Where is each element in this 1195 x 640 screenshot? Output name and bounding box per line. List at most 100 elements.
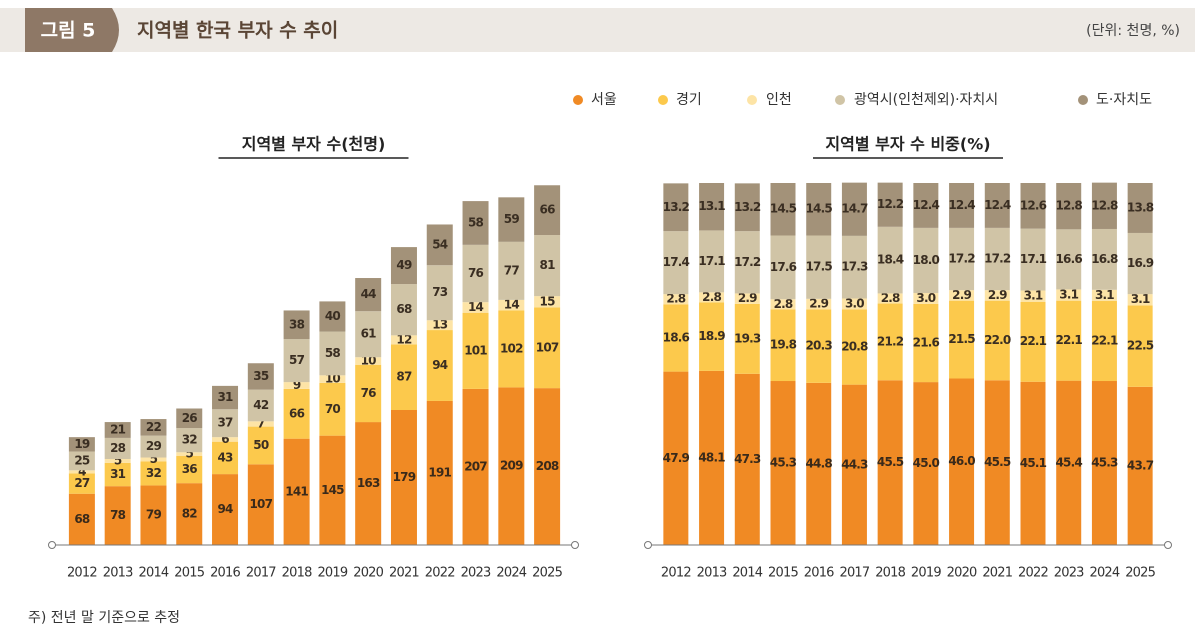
x-tick-label: 2017: [839, 566, 869, 581]
bar-segment: [913, 303, 939, 383]
header-bar: [0, 8, 1195, 52]
data-label: 43.7: [1127, 458, 1154, 472]
data-label: 2.8: [774, 297, 793, 311]
bar-segment: [426, 400, 453, 545]
x-tick-label: 2014: [732, 566, 762, 581]
data-label: 21: [110, 422, 126, 436]
bar-segment: [104, 459, 131, 463]
bar-segment: [462, 312, 489, 389]
data-label: 22.1: [1020, 334, 1047, 348]
x-tick-label: 2024: [496, 566, 526, 581]
x-tick-label: 2016: [210, 566, 240, 581]
x-tick-label: 2022: [1018, 566, 1048, 581]
bar-segment: [841, 298, 867, 310]
data-label: 3.1: [1024, 289, 1043, 303]
bar-segment: [176, 456, 203, 484]
bar-segment: [663, 231, 689, 295]
bar-segment: [534, 388, 561, 545]
data-label: 66: [540, 203, 556, 217]
data-label: 31: [217, 390, 233, 404]
data-label: 15: [540, 294, 556, 308]
bar-segment: [949, 183, 975, 228]
data-label: 38: [289, 317, 305, 331]
x-tick-label: 2013: [697, 566, 727, 581]
data-label: 101: [464, 343, 487, 357]
bar-segment: [699, 183, 725, 231]
bar-segment: [247, 421, 274, 427]
x-tick-label: 2025: [532, 566, 562, 581]
data-label: 7: [257, 416, 265, 430]
x-tick-label: 2018: [282, 566, 312, 581]
data-label: 191: [428, 465, 451, 479]
x-tick-label: 2019: [317, 566, 347, 581]
data-label: 17.4: [663, 255, 690, 269]
bar-segment: [140, 457, 167, 462]
legend-label: 경기: [676, 92, 702, 108]
data-label: 13.2: [663, 200, 690, 214]
bar-segment: [734, 293, 760, 304]
chart-title: 지역별 부자 수(천명): [242, 135, 386, 154]
bar-segment: [319, 331, 346, 376]
data-label: 3.1: [1131, 292, 1150, 306]
legend-dot: [573, 95, 583, 105]
data-label: 81: [540, 258, 556, 272]
bar-segment: [534, 185, 561, 236]
bar-segment: [498, 299, 525, 311]
bar-segment: [212, 385, 239, 410]
data-label: 3.1: [1095, 288, 1114, 302]
bar-segment: [877, 380, 903, 545]
header-badge: [25, 8, 119, 52]
data-label: 22.0: [984, 333, 1011, 347]
bar-segment: [1127, 183, 1153, 233]
bar-segment: [877, 293, 903, 304]
data-label: 66: [289, 406, 305, 420]
bar-segment: [319, 435, 346, 545]
data-label: 17.3: [841, 260, 868, 274]
bar-segment: [806, 183, 832, 236]
bar-segment: [877, 182, 903, 227]
data-label: 6: [221, 432, 229, 446]
bar-segment: [1127, 232, 1153, 295]
bar-segment: [913, 293, 939, 304]
data-label: 12.6: [1020, 198, 1047, 212]
bar-segment: [984, 227, 1010, 291]
bar-segment: [390, 247, 417, 285]
footnote: 주) 전년 말 기준으로 추정: [28, 610, 180, 626]
bar-segment: [247, 426, 274, 465]
data-label: 25: [74, 453, 90, 467]
data-label: 40: [325, 309, 341, 323]
bar-segment: [390, 335, 417, 345]
data-label: 5: [150, 452, 158, 466]
bar-segment: [734, 231, 760, 294]
bar-segment: [283, 382, 310, 389]
data-label: 13.2: [734, 200, 761, 214]
legend-dot: [747, 95, 757, 105]
bar-segment: [913, 382, 939, 545]
data-label: 49: [396, 258, 412, 272]
data-label: 43: [217, 450, 233, 464]
data-label: 4: [78, 464, 86, 478]
data-label: 73: [432, 285, 448, 299]
data-label: 22.1: [1091, 334, 1118, 348]
data-label: 9: [293, 378, 301, 392]
axis-end: [571, 541, 579, 549]
bar-segment: [1056, 300, 1082, 381]
axis-end: [644, 541, 652, 549]
badge-text: 그림 5: [41, 20, 96, 42]
bar-segment: [247, 363, 274, 390]
data-label: 16.6: [1056, 252, 1083, 266]
bar-segment: [1020, 228, 1046, 291]
x-tick-label: 2025: [1125, 566, 1155, 581]
legend-dot: [835, 95, 845, 105]
bar-segment: [770, 299, 796, 310]
data-label: 70: [325, 402, 341, 416]
bar-segment: [140, 419, 167, 436]
data-label: 77: [504, 263, 520, 277]
bar-segment: [984, 290, 1010, 301]
bar-segment: [949, 300, 975, 379]
x-tick-label: 2024: [1089, 566, 1119, 581]
bar-segment: [247, 464, 274, 545]
legend-label: 광역시(인천제외)·자치시: [854, 92, 998, 108]
bar-segment: [806, 309, 832, 383]
data-label: 14: [468, 300, 484, 314]
